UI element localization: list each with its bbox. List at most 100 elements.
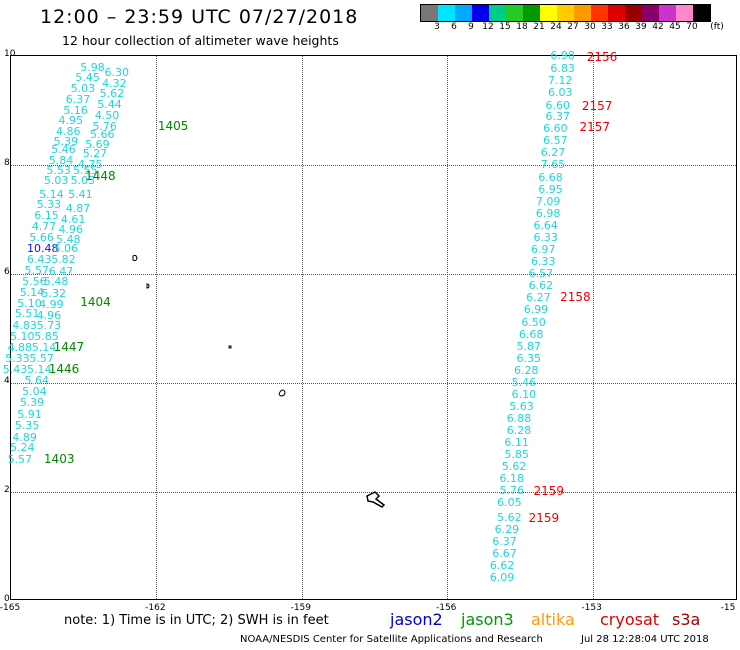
wave-height-label: 6.27 (540, 146, 566, 160)
wave-height-label: 4.77 (31, 220, 57, 234)
pass-time-label: 1405 (157, 118, 189, 133)
wave-height-label: 5.39 (19, 395, 45, 409)
color-scale-label: 6 (451, 22, 457, 32)
lat-tick-label: 6 (4, 267, 10, 277)
wave-height-label: 6.62 (528, 279, 554, 293)
wave-height-label: 5.51 (14, 307, 40, 321)
wave-height-label: 7.12 (547, 74, 573, 88)
wave-height-label: 5.39 (53, 134, 79, 148)
wave-height-label: 6.43 (26, 252, 52, 266)
grid-line-horizontal (11, 492, 736, 493)
wave-height-label: 6.68 (518, 327, 544, 341)
wave-height-label: 5.45 (75, 71, 100, 85)
color-swatch (489, 5, 506, 21)
lat-tick-label: 10 (4, 49, 16, 59)
wave-height-label: 5.14 (19, 285, 45, 299)
grid-line-vertical (156, 56, 158, 599)
color-scale-label: 39 (635, 22, 647, 32)
wave-height-label: 6.62 (489, 559, 515, 573)
wave-height-label: 5.14 (31, 341, 57, 355)
wave-height-label: 6.18 (499, 472, 525, 485)
color-swatch (591, 5, 608, 21)
wave-height-label: 5.48 (43, 274, 69, 288)
pass-time-label: 2159 (528, 511, 560, 526)
color-scale-label: 21 (533, 22, 545, 32)
wave-height-label: 6.09 (489, 571, 515, 585)
color-swatch (557, 5, 574, 21)
wave-height-label: 6.83 (550, 61, 575, 75)
wave-height-label: 6.15 (34, 209, 59, 223)
color-swatch (472, 5, 489, 21)
wave-height-label: 6.57 (543, 134, 568, 148)
wave-height-label: 6.67 (492, 547, 517, 561)
wave-height-label: 5.84 (48, 153, 74, 167)
wave-height-label: 4.89 (12, 430, 37, 444)
map-plot-area (10, 55, 737, 600)
wave-height-label: 5.87 (516, 339, 541, 353)
pass-time-label: 2159 (533, 484, 564, 498)
wave-height-label: 5.66 (29, 231, 54, 245)
color-swatch (574, 5, 591, 21)
pass-time-label: 1404 (80, 295, 111, 310)
legend-item-altika: altika (531, 610, 575, 629)
wave-height-label: 6.88 (506, 411, 532, 425)
pass-time-label: 1447 (53, 340, 85, 355)
color-scale-bar (420, 4, 711, 22)
pass-time-label: 1448 (85, 168, 116, 183)
wave-height-label: 4.96 (58, 223, 83, 237)
wave-height-label: 5.76 (499, 484, 525, 497)
wave-height-label: 5.33 (5, 352, 30, 366)
lon-tick-label: -159 (290, 603, 312, 613)
color-swatch (693, 5, 710, 21)
wave-height-label: 6.47 (48, 264, 74, 278)
pass-time-label: 2158 (560, 289, 591, 304)
wave-height-label: 6.33 (531, 255, 556, 269)
wave-height-label: 6.35 (516, 351, 541, 365)
wave-height-label: 6.98 (550, 49, 575, 63)
lat-tick-label: 8 (4, 158, 10, 168)
wave-height-label: 5.43 (2, 363, 28, 376)
wave-height-label: 6.68 (538, 170, 563, 184)
color-swatch (540, 5, 557, 21)
wave-height-label: 5.57 (24, 263, 50, 277)
wave-height-label: 5.44 (97, 98, 122, 112)
map-title: 12:00 – 23:59 UTC 07/27/2018 (40, 6, 359, 28)
pass-time-label: 2157 (579, 120, 611, 135)
grid-line-horizontal (11, 165, 736, 166)
wave-height-label: 5.41 (68, 187, 93, 201)
color-scale-label: 45 (669, 22, 681, 32)
credit-line: NOAA/NESDIS Center for Satellite Applica… (240, 634, 543, 645)
wave-height-label: 5.91 (17, 407, 42, 421)
color-swatch (523, 5, 540, 21)
pass-time-label: 2157 (581, 98, 613, 113)
grid-line-vertical (592, 56, 594, 599)
wave-height-label: 5.57 (7, 453, 33, 467)
lon-tick-label: -153 (581, 603, 602, 613)
wave-height-label: 6.37 (65, 92, 91, 106)
wave-height-label: 6.28 (506, 424, 532, 438)
wave-height-label: 6.95 (538, 182, 563, 196)
wave-height-label: 5.14 (39, 187, 64, 201)
wave-height-label: 6.28 (514, 363, 539, 377)
wave-height-label: 5.24 (10, 441, 35, 455)
color-swatch (642, 5, 659, 21)
footnote: note: 1) Time is in UTC; 2) SWH is in fe… (64, 613, 329, 628)
wave-height-label: 7.09 (535, 194, 561, 208)
wave-height-label: 5.55 (73, 163, 98, 177)
color-scale-label: 15 (499, 22, 511, 32)
wave-height-label: 6.57 (528, 267, 554, 281)
wave-height-label: 5.56 (22, 274, 47, 288)
color-swatch (455, 5, 472, 21)
wave-height-label: 5.03 (43, 174, 69, 188)
wave-height-label: 4.88 (7, 341, 33, 355)
color-scale-label: 30 (584, 22, 596, 32)
wave-height-label: 4.50 (94, 109, 120, 123)
color-scale-label: 36 (618, 22, 630, 32)
lon-tick-label: -162 (145, 603, 166, 613)
color-scale-label: 3 (434, 22, 440, 32)
wave-height-label: 5.69 (85, 137, 110, 151)
wave-height-label: 5.32 (41, 286, 67, 300)
wave-height-label: 6.37 (492, 535, 517, 549)
wave-height-label: 4.75 (77, 158, 103, 172)
color-swatch (659, 5, 676, 21)
